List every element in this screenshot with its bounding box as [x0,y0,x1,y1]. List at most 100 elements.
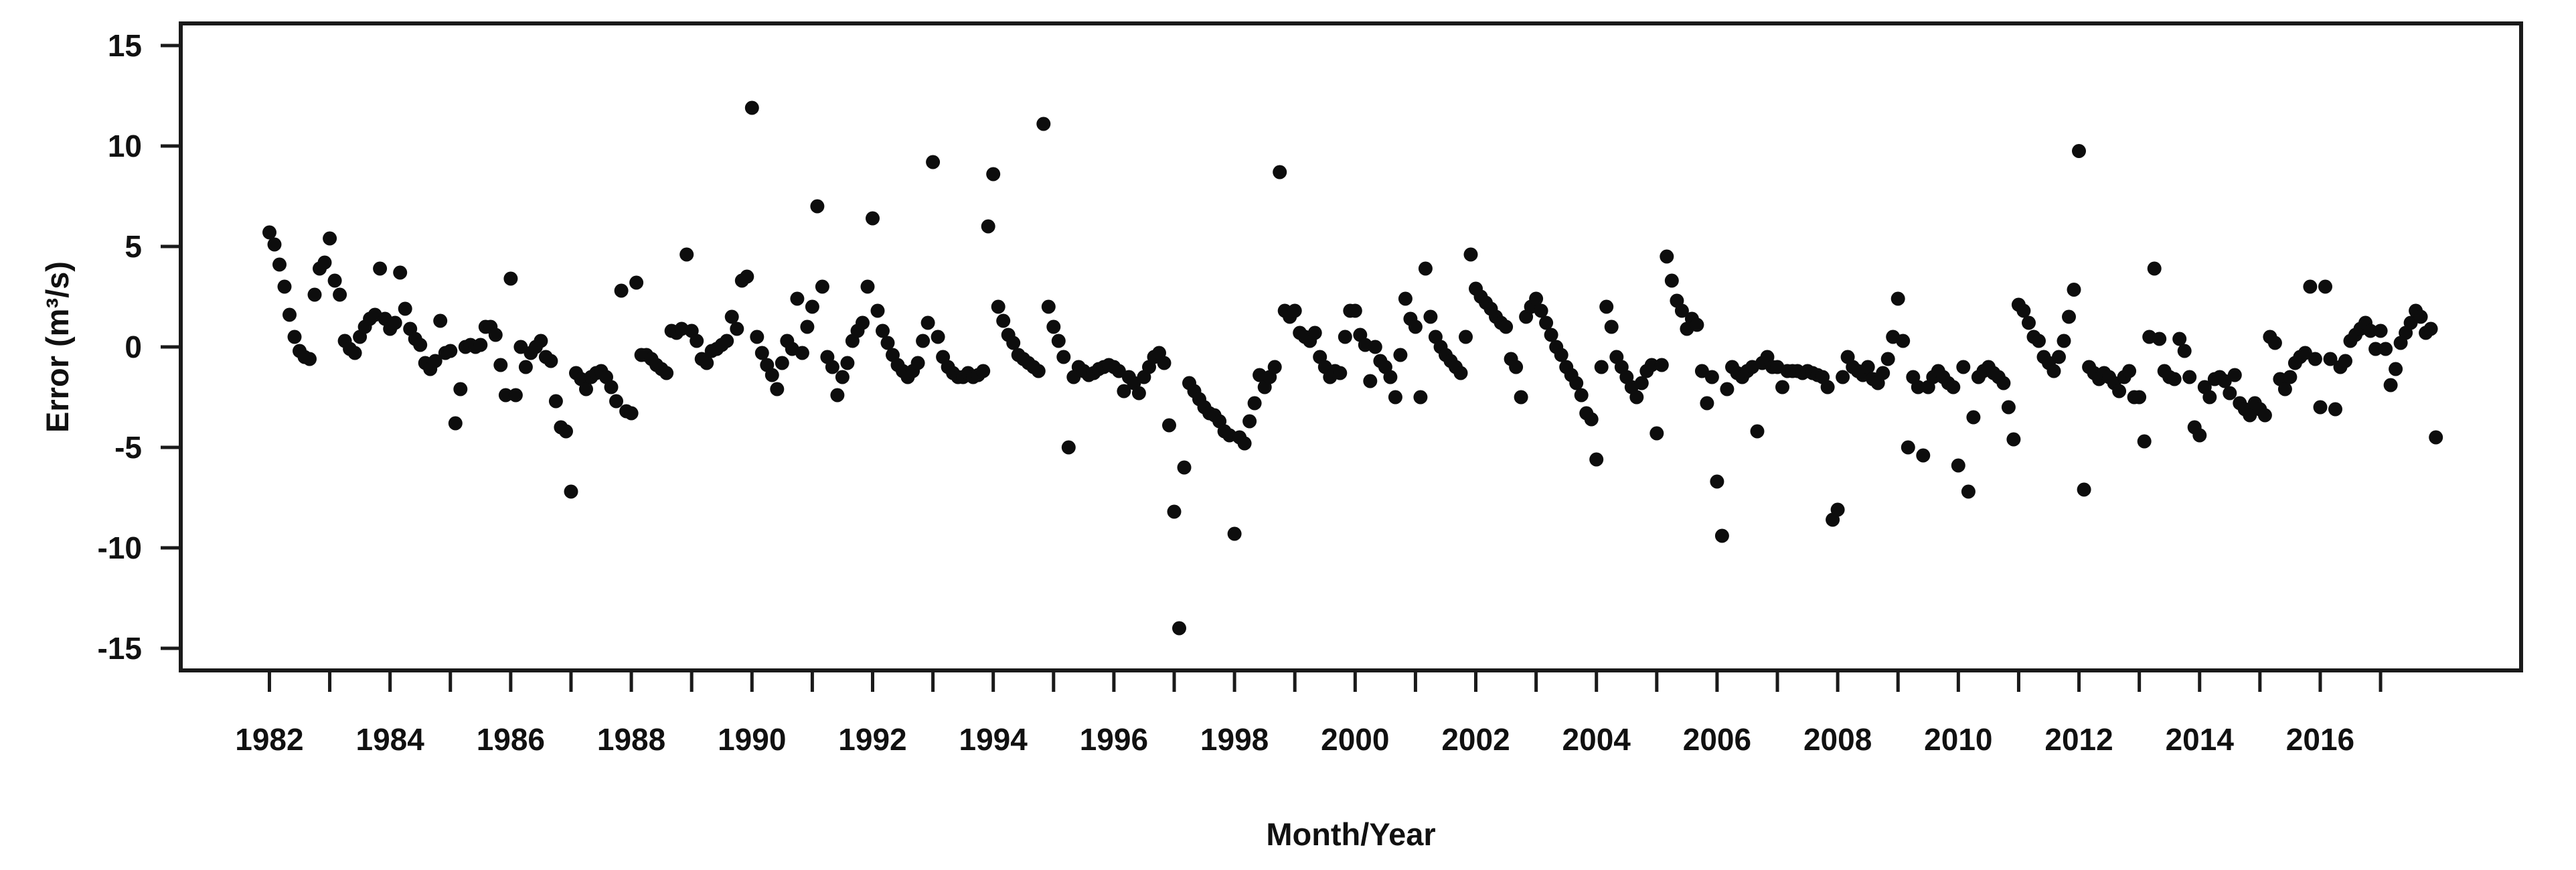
data-point [277,279,292,294]
data-point [1131,386,1146,401]
data-point [976,364,991,378]
x-tick-label: 1984 [355,722,424,757]
data-point [579,382,593,396]
x-tick-label: 1986 [477,722,545,757]
data-point [800,319,815,334]
data-point [2283,370,2298,384]
data-point [1569,376,1584,390]
data-point [815,279,829,294]
data-point [2303,279,2318,294]
data-point [2001,400,2016,415]
data-point [1876,366,1890,380]
data-point [1836,370,1850,384]
data-point [1499,319,1514,334]
data-point [2243,408,2257,423]
data-point [1348,303,1362,318]
data-point [764,368,779,382]
data-point [1539,315,1554,330]
data-point [327,273,342,288]
data-point [740,269,754,284]
data-point [2308,352,2322,366]
data-point [2137,434,2152,449]
data-point [1307,325,1322,340]
data-point [1041,299,1056,314]
data-point [730,321,744,336]
x-tick-label: 1998 [1200,722,1269,757]
data-point [2413,309,2428,324]
data-point [604,380,619,394]
data-point [2147,261,2162,276]
data-point [534,334,548,348]
data-point [2383,378,2398,392]
data-point [2429,430,2443,445]
data-points [262,100,2443,636]
data-point [1046,319,1061,334]
data-point [770,382,785,396]
data-point [2192,428,2207,443]
data-point [503,271,518,286]
x-tick-label: 1994 [959,722,1028,757]
data-point [1247,396,1262,411]
data-point [1418,261,1433,276]
data-point [1398,291,1413,306]
data-point [1177,460,1192,475]
x-tick-label: 2002 [1441,722,1510,757]
data-point [916,334,931,348]
data-point [2132,390,2147,405]
data-point [1660,249,1674,264]
data-point [1594,360,1609,374]
data-point [754,346,769,360]
y-tick-label: 0 [125,330,142,364]
x-tick-label: 1996 [1080,722,1148,757]
data-point [1051,334,1066,348]
data-point [1393,348,1408,362]
data-point [720,334,734,348]
data-point [1880,352,1895,366]
data-point [659,366,674,380]
data-point [835,370,850,384]
data-point [629,275,644,290]
data-point [866,211,880,226]
data-point [2122,364,2137,378]
data-point [493,358,508,372]
data-point [1368,340,1382,354]
data-point [1056,350,1071,364]
data-point [1453,366,1468,380]
data-point [1690,317,1704,332]
data-point [1529,291,1544,306]
data-point [1775,380,1789,394]
y-tick-label: 15 [108,28,142,63]
data-point [1333,366,1348,380]
data-point [1172,621,1186,636]
data-point [1413,390,1428,405]
data-point [2152,332,2167,346]
x-tick-label: 2012 [2044,722,2113,757]
x-axis-tick-labels: 1982 1984 1986 1988 1990 1992 1994 1996 1998 2000… [235,722,2354,757]
data-point [1006,336,1021,350]
data-point [1162,418,1176,433]
data-point [1820,380,1835,394]
y-axis-title: Error (m³/s) [39,261,75,433]
data-point [1117,384,1131,398]
data-point [433,313,448,328]
data-point [986,167,1001,182]
data-point [996,313,1011,328]
x-tick-label: 2006 [1683,722,1751,757]
data-point [1714,528,1729,543]
data-point [393,265,408,280]
x-tick-label: 2016 [2286,722,2354,757]
y-tick-label: -10 [98,530,142,565]
data-point [2313,400,2328,415]
data-point [2277,382,2292,396]
y-tick-label: 10 [108,129,142,163]
data-point [2006,432,2021,447]
x-tick-label: 1990 [718,722,786,757]
x-tick-label: 1988 [597,722,665,757]
data-point [2318,279,2332,294]
data-point [1961,484,1976,499]
data-point [910,356,925,370]
data-point [1896,334,1911,348]
x-tick-label: 2008 [1803,722,1872,757]
y-axis-ticks [161,44,181,650]
data-point [2338,354,2352,368]
